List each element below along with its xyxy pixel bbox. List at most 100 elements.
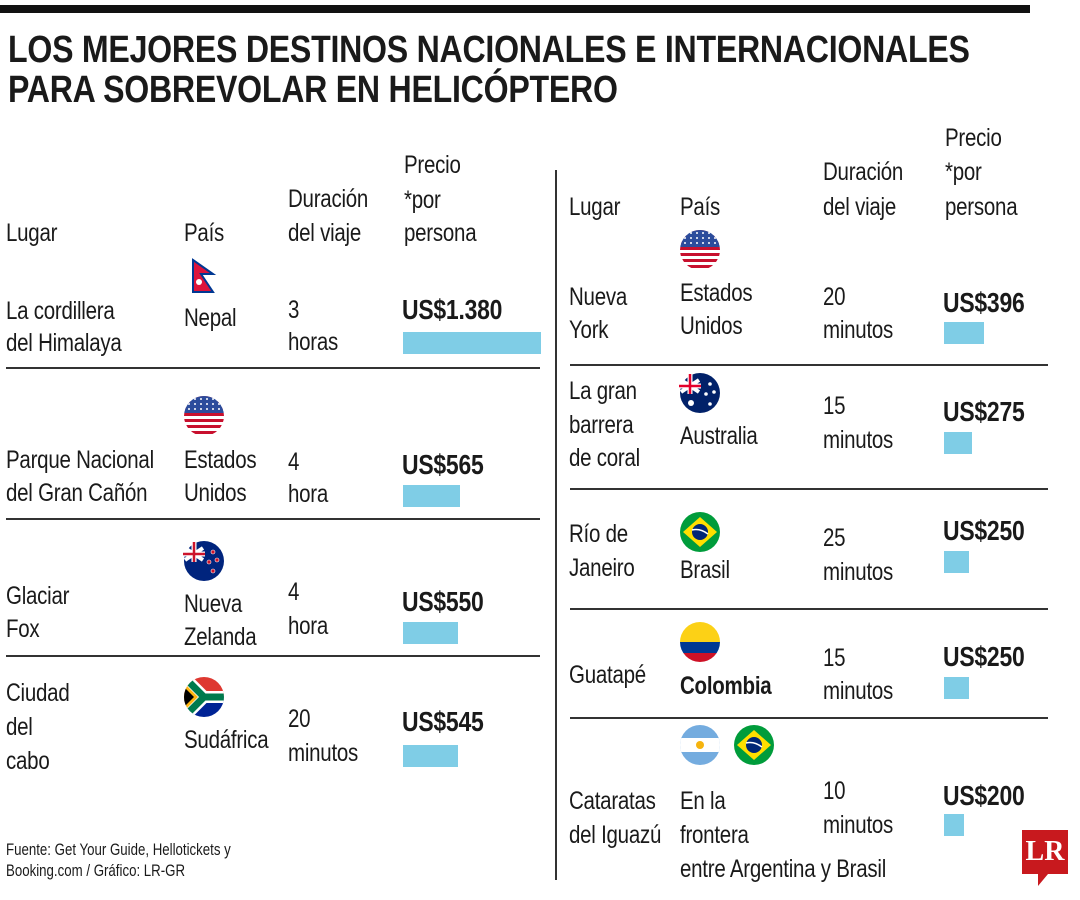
lugar-text: del Himalaya bbox=[6, 329, 122, 357]
price-label: US$250 bbox=[943, 641, 1025, 672]
lugar-text: Río de bbox=[569, 520, 628, 548]
row-divider bbox=[570, 717, 1048, 719]
lugar-text: Parque Nacional bbox=[6, 446, 154, 474]
header-duracion: del viaje bbox=[288, 219, 362, 247]
duracion-text: hora bbox=[288, 612, 329, 640]
flag-usa-icon bbox=[184, 396, 224, 434]
pais-text: Unidos bbox=[680, 312, 743, 340]
header-precio: persona bbox=[404, 219, 477, 247]
price-bar bbox=[944, 322, 984, 344]
lugar-text: Guatapé bbox=[569, 661, 646, 689]
price-bar bbox=[403, 622, 458, 644]
lugar-text: de coral bbox=[569, 444, 640, 472]
column-divider bbox=[555, 170, 557, 880]
lugar-text: Fox bbox=[6, 615, 40, 643]
lugar-text: Nueva bbox=[569, 283, 628, 311]
flag-argentina-icon bbox=[680, 725, 720, 765]
row-divider bbox=[6, 367, 540, 369]
price-bar bbox=[944, 551, 969, 573]
duracion-text: 15 bbox=[823, 644, 846, 672]
price-bar bbox=[403, 745, 458, 767]
header-lugar: Lugar bbox=[569, 193, 621, 221]
price-label: US$1.380 bbox=[402, 294, 503, 325]
flag-south-africa-icon bbox=[184, 677, 224, 717]
header-precio: *por bbox=[945, 158, 982, 186]
pais-text: Nueva bbox=[184, 590, 243, 618]
price-label: US$545 bbox=[402, 706, 484, 737]
price-bar bbox=[944, 432, 972, 454]
lugar-text: cabo bbox=[6, 747, 50, 775]
pais-text: Colombia bbox=[680, 672, 772, 700]
pais-text: Sudáfrica bbox=[184, 726, 269, 754]
source-line-1: Fuente: Get Your Guide, Hellotickets y bbox=[6, 840, 231, 859]
duracion-text: minutos bbox=[288, 739, 359, 767]
lr-logo: LR bbox=[1022, 830, 1068, 886]
pais-text: Unidos bbox=[184, 479, 247, 507]
lugar-text: Glaciar bbox=[6, 582, 70, 610]
row-divider bbox=[6, 518, 540, 520]
header-pais: País bbox=[184, 219, 225, 247]
header-duracion: Duración bbox=[823, 158, 904, 186]
header-precio: Precio bbox=[404, 151, 461, 179]
lugar-text: barrera bbox=[569, 411, 634, 439]
header-precio: Precio bbox=[945, 124, 1002, 152]
flag-australia-icon bbox=[679, 373, 720, 413]
duracion-text: minutos bbox=[823, 677, 894, 705]
duracion-text: 4 bbox=[288, 448, 300, 476]
price-bar bbox=[944, 677, 969, 699]
price-label: US$550 bbox=[402, 586, 484, 617]
lugar-text: del Gran Cañón bbox=[6, 479, 148, 507]
lugar-text: Janeiro bbox=[569, 554, 635, 582]
header-lugar: Lugar bbox=[6, 219, 58, 247]
duracion-text: minutos bbox=[823, 558, 894, 586]
pais-text: Nepal bbox=[184, 304, 237, 332]
pais-text: Estados bbox=[184, 446, 257, 474]
price-label: US$565 bbox=[402, 449, 484, 480]
row-divider bbox=[570, 488, 1048, 490]
header-duracion: del viaje bbox=[823, 193, 897, 221]
title-line-1: LOS MEJORES DESTINOS NACIONALES E INTERN… bbox=[8, 29, 970, 71]
pais-text: entre Argentina y Brasil bbox=[680, 855, 887, 883]
duracion-text: 4 bbox=[288, 578, 300, 606]
duracion-text: 20 bbox=[823, 283, 846, 311]
lugar-text: del Iguazú bbox=[569, 821, 662, 849]
duracion-text: 3 bbox=[288, 296, 300, 324]
flag-usa-icon bbox=[680, 230, 720, 268]
flag-brazil-icon bbox=[680, 512, 720, 552]
pais-text: Brasil bbox=[680, 556, 730, 584]
price-bar bbox=[944, 814, 964, 836]
pais-text: Estados bbox=[680, 279, 753, 307]
row-divider bbox=[570, 364, 1048, 366]
lugar-text: La cordillera bbox=[6, 297, 115, 325]
header-precio: *por bbox=[404, 186, 441, 214]
pais-text: Australia bbox=[680, 422, 758, 450]
duracion-text: minutos bbox=[823, 426, 894, 454]
pais-text: En la bbox=[680, 787, 726, 815]
price-label: US$200 bbox=[943, 780, 1025, 811]
pais-text: Zelanda bbox=[184, 623, 257, 651]
header-pais: País bbox=[680, 193, 721, 221]
top-rule bbox=[0, 5, 1030, 13]
duracion-text: 25 bbox=[823, 524, 846, 552]
title-line-2: PARA SOBREVOLAR EN HELICÓPTERO bbox=[8, 69, 618, 111]
duracion-text: 20 bbox=[288, 705, 311, 733]
flag-brazil-icon bbox=[734, 725, 774, 765]
source-line-2: Booking.com / Gráfico: LR-GR bbox=[6, 861, 186, 880]
price-label: US$275 bbox=[943, 396, 1025, 427]
price-bar bbox=[403, 332, 541, 354]
lugar-text: del bbox=[6, 713, 33, 741]
header-precio: persona bbox=[945, 193, 1018, 221]
pais-text: frontera bbox=[680, 821, 749, 849]
flag-new-zealand-icon bbox=[183, 541, 224, 581]
lugar-text: York bbox=[569, 316, 609, 344]
flag-colombia-icon bbox=[680, 622, 720, 662]
row-divider bbox=[6, 655, 540, 657]
lugar-text: Ciudad bbox=[6, 679, 70, 707]
duracion-text: hora bbox=[288, 480, 329, 508]
duracion-text: minutos bbox=[823, 811, 894, 839]
header-duracion: Duración bbox=[288, 185, 369, 213]
lugar-text: Cataratas bbox=[569, 787, 656, 815]
lugar-text: La gran bbox=[569, 377, 637, 405]
price-bar bbox=[403, 485, 460, 507]
duracion-text: 10 bbox=[823, 777, 846, 805]
